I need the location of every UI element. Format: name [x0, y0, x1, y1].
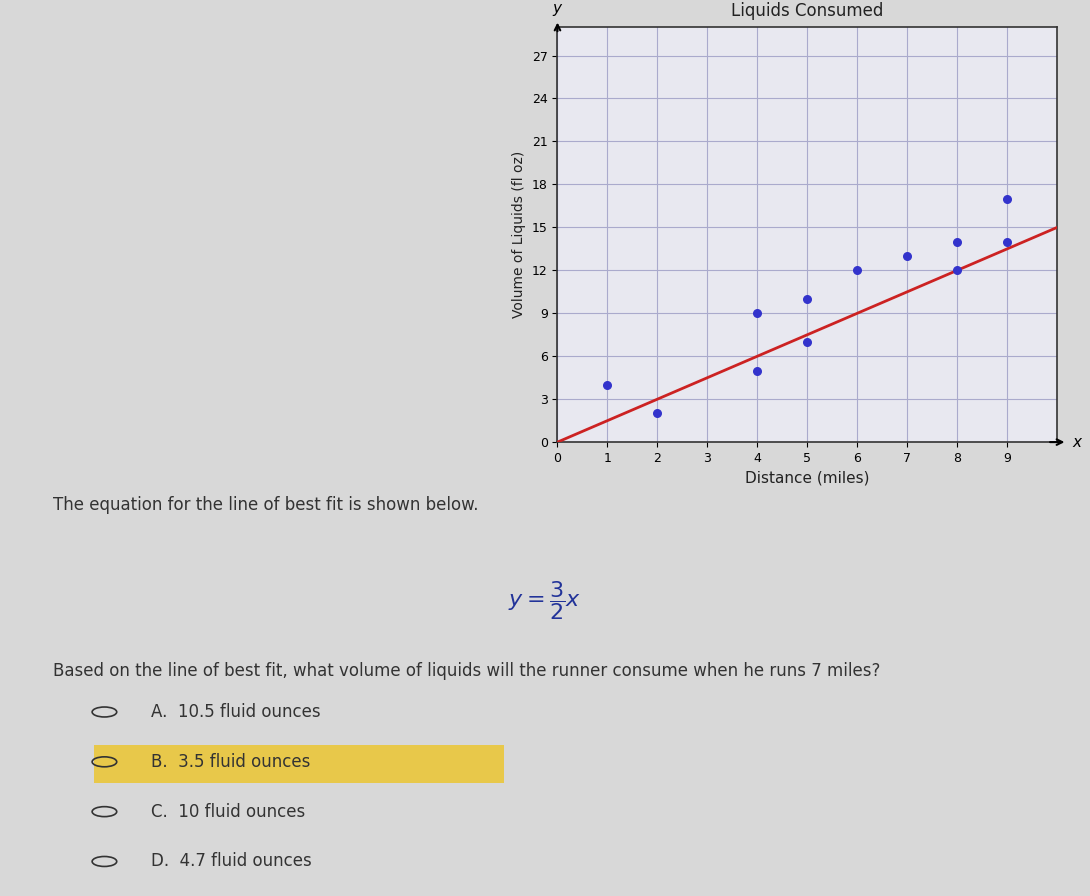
Point — [898, 249, 916, 263]
X-axis label: Distance (miles): Distance (miles) — [746, 470, 870, 486]
Text: B.  3.5 fluid ounces: B. 3.5 fluid ounces — [150, 753, 310, 771]
Text: $y = \dfrac{3}{2}x$: $y = \dfrac{3}{2}x$ — [508, 579, 582, 622]
Text: A.  10.5 fluid ounces: A. 10.5 fluid ounces — [150, 703, 320, 721]
Point — [799, 335, 816, 349]
Point — [998, 235, 1016, 249]
Point — [948, 263, 966, 278]
Title: Liquids Consumed: Liquids Consumed — [731, 2, 884, 20]
Point — [799, 292, 816, 306]
Point — [749, 306, 766, 321]
Text: C.  10 fluid ounces: C. 10 fluid ounces — [150, 803, 305, 821]
Text: Based on the line of best fit, what volume of liquids will the runner consume wh: Based on the line of best fit, what volu… — [53, 662, 881, 680]
Text: The equation for the line of best fit is shown below.: The equation for the line of best fit is… — [53, 496, 479, 514]
Point — [649, 406, 666, 420]
Text: D.  4.7 fluid ounces: D. 4.7 fluid ounces — [150, 852, 312, 871]
Text: $x$: $x$ — [1073, 435, 1083, 450]
Point — [948, 235, 966, 249]
Point — [749, 364, 766, 378]
Point — [998, 192, 1016, 206]
Point — [598, 377, 616, 392]
FancyBboxPatch shape — [94, 745, 504, 782]
Text: $y$: $y$ — [552, 2, 564, 18]
Point — [849, 263, 867, 278]
Y-axis label: Volume of Liquids (fl oz): Volume of Liquids (fl oz) — [512, 151, 526, 318]
